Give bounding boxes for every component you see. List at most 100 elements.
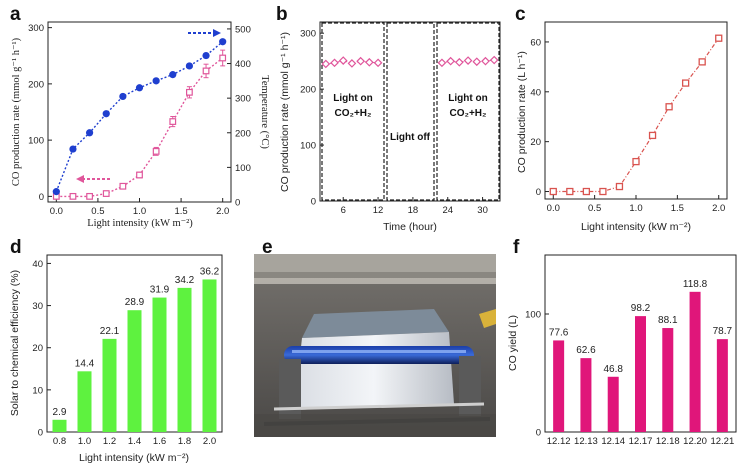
y-tick-label: 100 <box>28 136 44 147</box>
data-point-temperature <box>69 145 77 153</box>
plot-frame-c <box>544 21 728 200</box>
data-point <box>599 187 607 196</box>
data-point-co-rate <box>86 192 93 200</box>
y-tick-label: 300 <box>235 94 251 105</box>
data-point <box>665 103 673 111</box>
data-point <box>347 59 357 68</box>
y-tick-label: 100 <box>300 141 316 152</box>
data-point <box>330 58 339 68</box>
data-point-temperature <box>102 110 110 118</box>
y-tick-label: 0 <box>38 428 43 439</box>
panel-label-c: c <box>515 4 526 25</box>
bar <box>580 358 592 432</box>
x-tick-label: 0.5 <box>91 206 104 217</box>
y-tick-label: 20 <box>32 343 43 354</box>
x-tick-label: 6 <box>341 205 346 216</box>
data-point <box>549 187 557 196</box>
x-tick-label: 1.0 <box>629 203 642 214</box>
data-point <box>566 187 574 196</box>
data-label: 46.8 <box>603 364 623 375</box>
data-label: 34.2 <box>175 275 195 286</box>
photo-drawing <box>254 254 496 437</box>
data-label: 22.1 <box>100 326 120 337</box>
x-tick-label: 12.21 <box>710 436 734 447</box>
y-tick-label: 300 <box>28 23 44 34</box>
data-point-temperature <box>135 84 144 92</box>
chart-b: Light on CO₂+H₂ Light off Light on CO₂+H… <box>279 21 501 233</box>
x-axis-label-d: Light intensity (kW m⁻²) <box>79 452 189 464</box>
bar <box>127 310 142 432</box>
y-tick-label: 500 <box>235 24 251 35</box>
chart-d: Light intensity (kW m⁻²) Solar to chemic… <box>9 254 223 464</box>
x-tick-label: 1.8 <box>178 436 191 447</box>
data-point <box>481 56 490 66</box>
x-tick-label: 12.17 <box>629 436 653 447</box>
data-point-co-rate <box>186 88 193 96</box>
left-arrow-head-a <box>76 175 84 183</box>
data-point <box>455 57 464 67</box>
y-tick-label: 200 <box>28 79 44 90</box>
panel-label-e: e <box>262 237 273 258</box>
x-tick-label: 30 <box>477 205 488 216</box>
data-point-co-rate <box>152 147 160 155</box>
data-point-temperature <box>169 71 177 79</box>
data-point <box>698 58 706 66</box>
x-tick-label: 1.0 <box>133 206 146 217</box>
data-point <box>615 182 624 191</box>
data-point-co-rate <box>202 67 210 75</box>
y-tick-label: 200 <box>300 85 316 96</box>
x-tick-label: 12.18 <box>656 436 680 447</box>
y-tick-label: 40 <box>32 259 43 270</box>
bar <box>102 338 117 432</box>
data-label: 28.9 <box>125 297 145 308</box>
data-point-co-rate <box>219 54 227 62</box>
right-arrow-head-a <box>213 29 221 37</box>
y-axis-label-f: CO yield (L) <box>507 315 519 371</box>
data-label: 62.6 <box>576 345 596 356</box>
bar <box>662 328 674 432</box>
y2-axis-label-a: Temperature (°C) <box>259 75 270 149</box>
bar <box>689 291 701 432</box>
data-point <box>715 34 723 42</box>
data-point <box>338 56 348 65</box>
data-point <box>463 56 473 65</box>
y-tick-label: 20 <box>530 137 541 148</box>
data-point-temperature <box>52 188 60 196</box>
bar <box>716 339 728 432</box>
x-tick-label: 12 <box>373 205 384 216</box>
x-tick-label: 24 <box>442 205 453 216</box>
y-tick-label: 0 <box>536 428 541 439</box>
data-label: 14.4 <box>75 358 95 369</box>
light-on-region-2 <box>436 22 500 201</box>
data-point-temperature <box>185 62 194 70</box>
data-point-co-rate <box>102 190 110 197</box>
x-tick-label: 1.6 <box>153 436 166 447</box>
bar <box>607 376 619 432</box>
chart-a: Light intensity (kW m⁻²) CO production r… <box>11 21 270 229</box>
data-point <box>437 58 447 68</box>
data-point-co-rate <box>169 118 177 125</box>
data-point <box>489 55 499 65</box>
data-point <box>681 79 690 87</box>
data-label: 36.2 <box>200 266 220 277</box>
data-point <box>373 58 383 68</box>
x-axis-label-b: Time (hour) <box>383 221 437 233</box>
x-tick-label: 18 <box>408 205 419 216</box>
y-tick-label: 0 <box>536 187 541 198</box>
y-tick-label: 200 <box>235 128 251 139</box>
data-point-temperature <box>219 38 227 46</box>
y-tick-label: 10 <box>32 385 43 396</box>
y-tick-label: 60 <box>530 37 541 48</box>
x-tick-label: 12.20 <box>683 436 707 447</box>
bar <box>635 316 646 432</box>
y-tick-label: 30 <box>32 301 43 312</box>
bar <box>202 279 217 432</box>
x-tick-label: 1.5 <box>174 206 187 217</box>
data-label: 78.7 <box>713 326 733 337</box>
light-on-region-1 <box>321 22 385 201</box>
annotation-gas-2: CO₂+H₂ <box>450 108 487 119</box>
data-point <box>356 56 365 66</box>
data-label: 2.9 <box>53 407 67 418</box>
bar <box>553 340 565 432</box>
